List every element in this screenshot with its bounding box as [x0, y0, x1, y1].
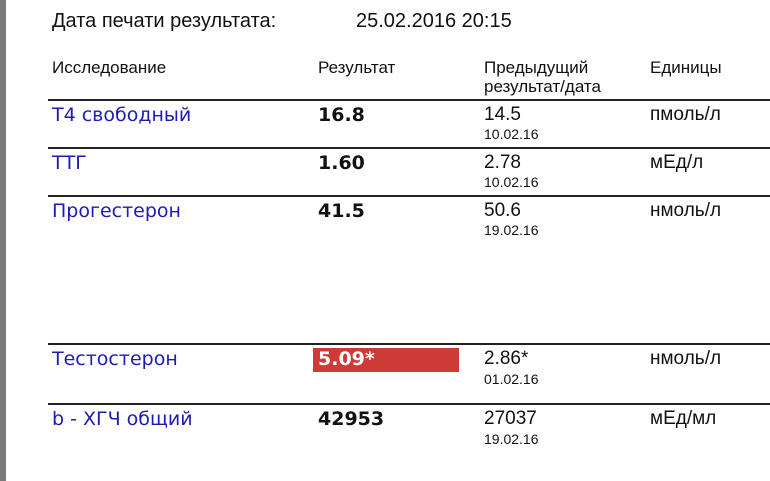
previous-date: 10.02.16 [484, 174, 539, 190]
divider [48, 147, 770, 149]
test-name[interactable]: Т4 свободный [52, 104, 192, 126]
header-result: Результат [318, 58, 396, 77]
result-value: 1.60 [318, 152, 365, 174]
previous-date: 10.02.16 [484, 126, 539, 142]
units: пмоль/л [650, 104, 721, 125]
header-test: Исследование [52, 58, 167, 77]
header-previous-2: результат/дата [484, 77, 601, 96]
result-value: 42953 [318, 408, 385, 430]
divider [48, 195, 770, 197]
units: мЕд/л [650, 152, 704, 173]
previous-date: 19.02.16 [484, 431, 539, 447]
divider [48, 99, 770, 101]
previous-value: 2.86* [484, 348, 529, 369]
print-date-value: 25.02.2016 20:15 [356, 10, 512, 32]
previous-date: 01.02.16 [484, 371, 539, 387]
previous-date: 19.02.16 [484, 222, 539, 238]
print-date-label: Дата печати результата: [52, 10, 277, 32]
previous-value: 27037 [484, 408, 537, 429]
divider [48, 343, 770, 345]
test-name[interactable]: Тестостерон [52, 348, 178, 370]
test-name[interactable]: b - ХГЧ общий [52, 408, 193, 430]
test-name[interactable]: ТТГ [52, 152, 87, 174]
previous-value: 2.78 [484, 152, 521, 173]
units: нмоль/л [650, 348, 722, 369]
header-previous-1: Предыдущий [484, 58, 589, 77]
header-units: Единицы [650, 58, 722, 77]
divider [48, 403, 770, 405]
test-name[interactable]: Прогестерон [52, 200, 181, 222]
window-edge [0, 0, 6, 481]
units: нмоль/л [650, 200, 722, 221]
previous-value: 14.5 [484, 104, 521, 125]
abnormal-flag-highlight [313, 348, 459, 372]
result-value: 16.8 [318, 104, 365, 126]
units: мЕд/мл [650, 408, 717, 429]
result-value-flagged: 5.09* [318, 348, 375, 370]
result-value: 41.5 [318, 200, 365, 222]
previous-value: 50.6 [484, 200, 521, 221]
